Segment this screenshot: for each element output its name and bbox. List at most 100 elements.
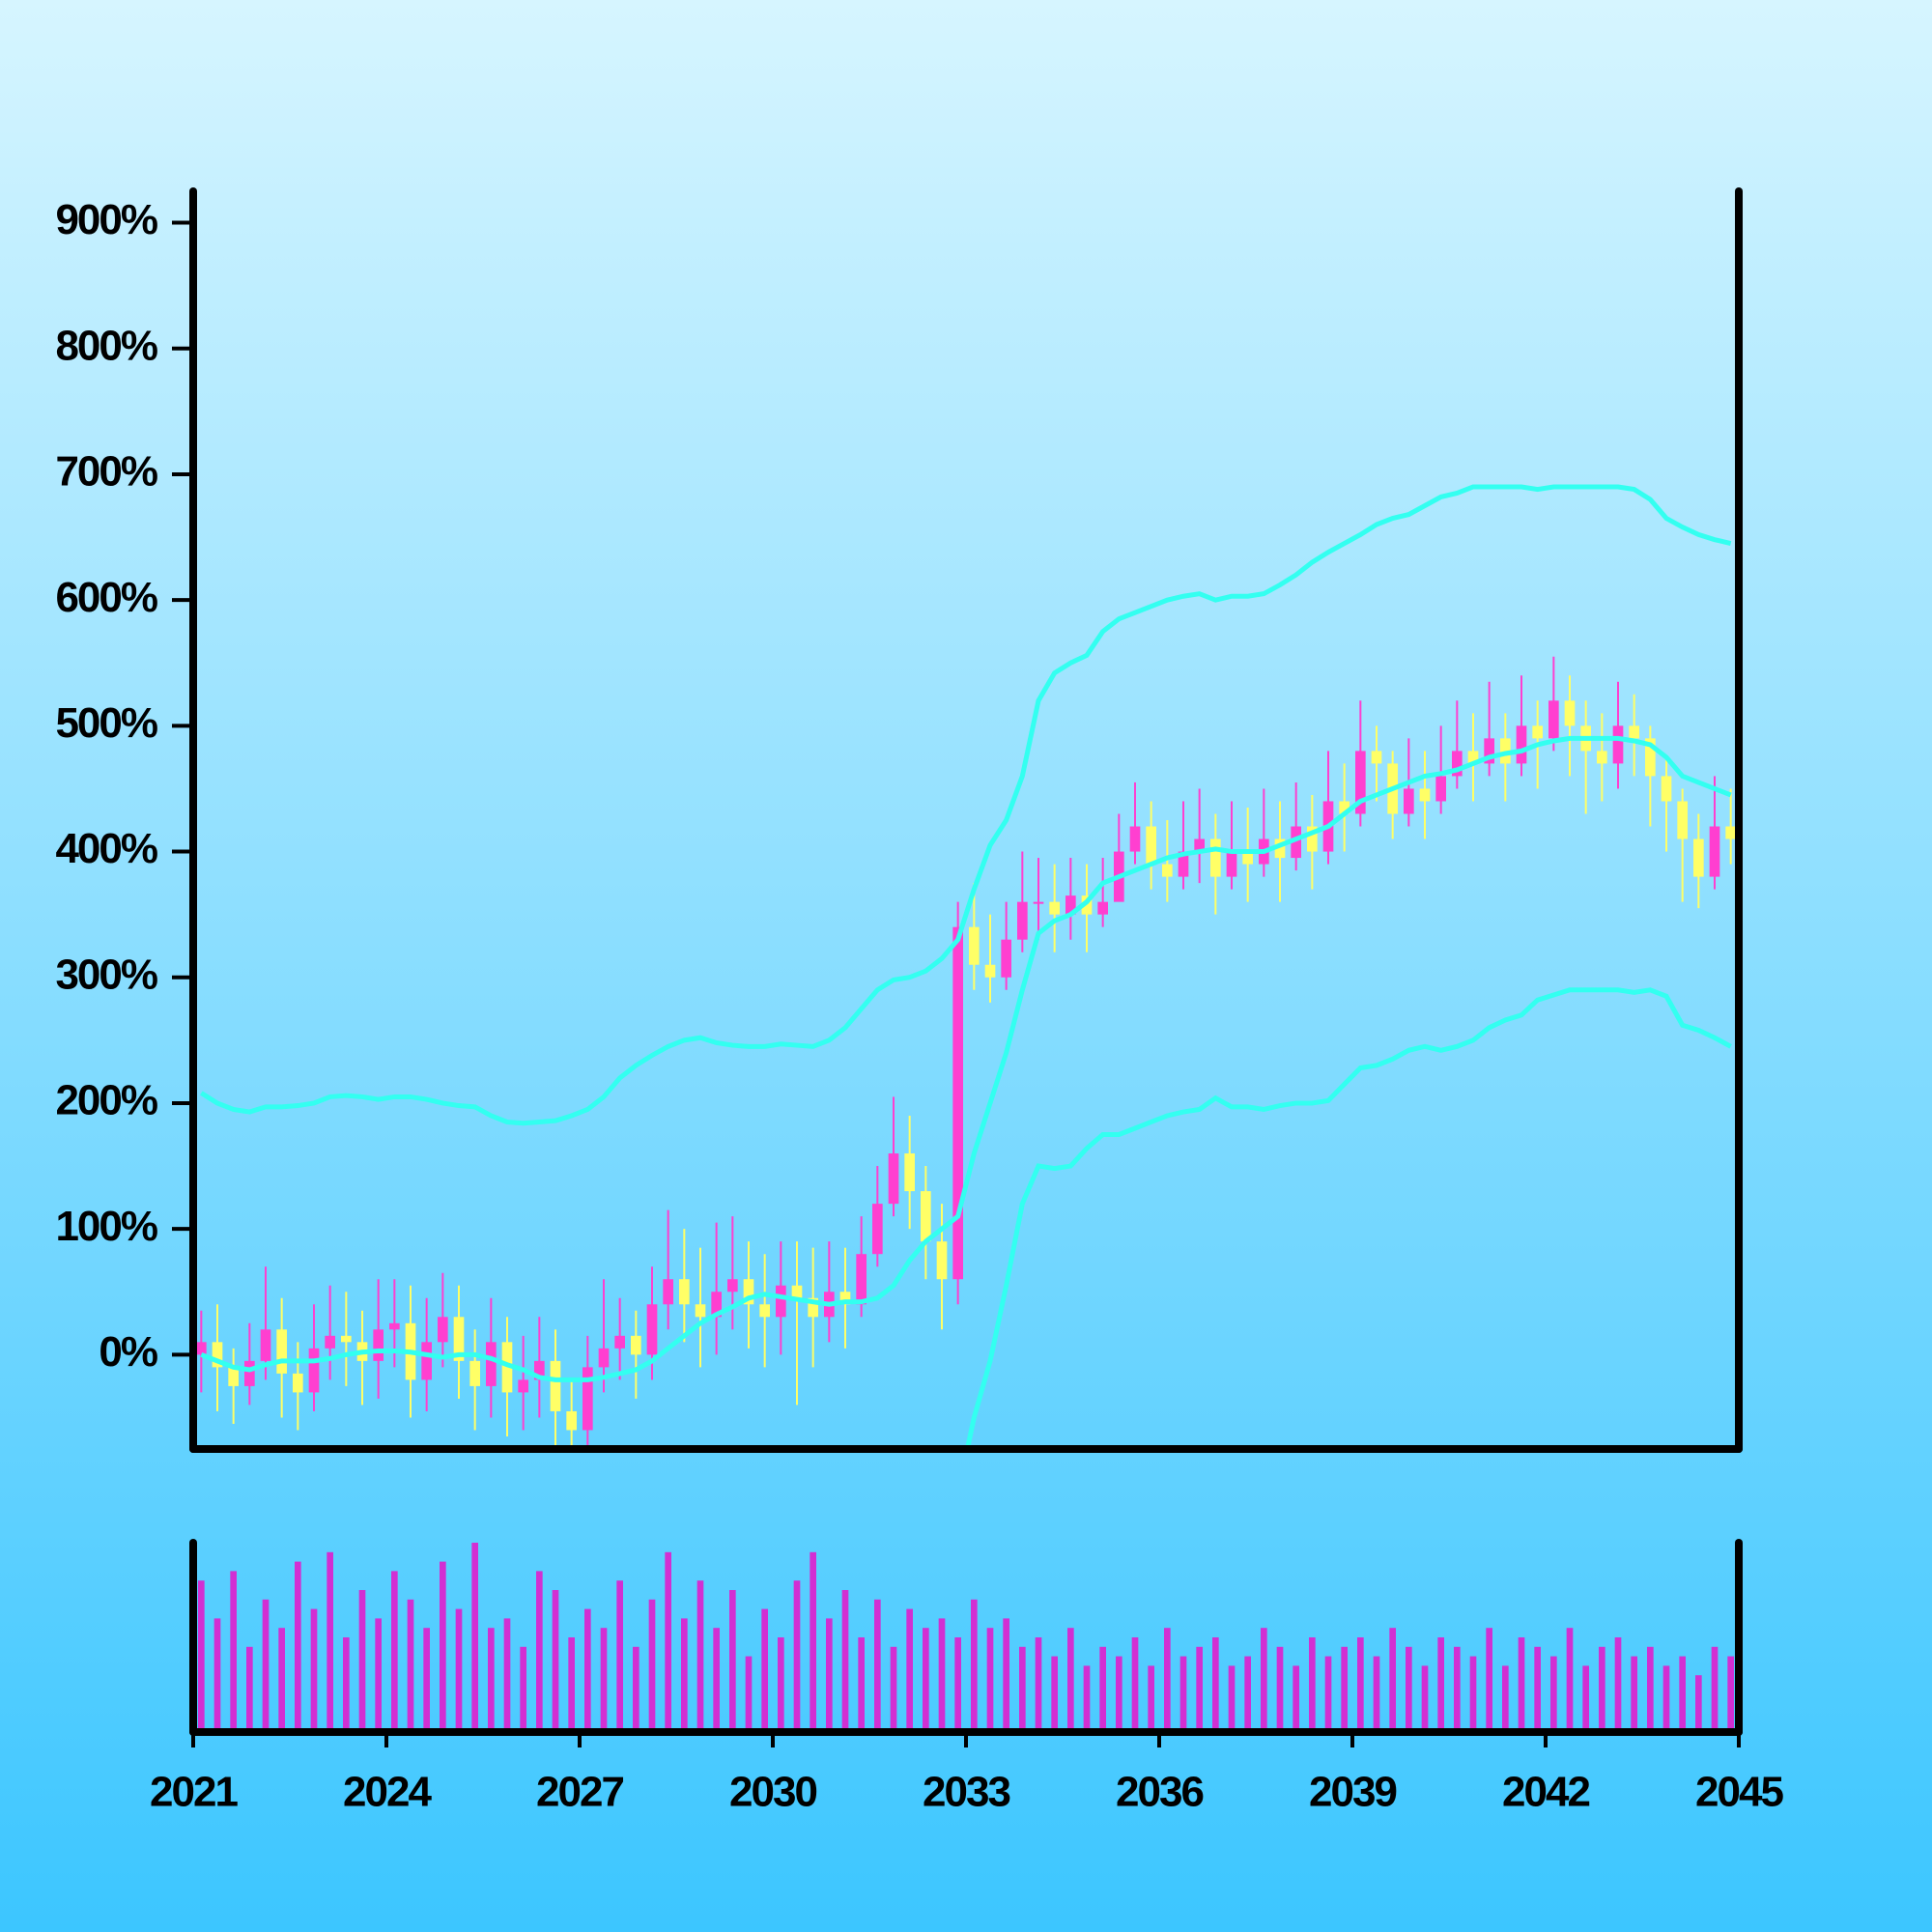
x-tick-label: 2033 [923, 1769, 1009, 1816]
candle-body [1307, 826, 1318, 852]
candle-body [1097, 901, 1108, 915]
x-tick-label: 2030 [729, 1769, 816, 1816]
volume-bar [423, 1628, 430, 1732]
volume-bar [1067, 1628, 1074, 1732]
x-tick-label: 2039 [1309, 1769, 1396, 1816]
candle-body [1564, 700, 1576, 726]
candle-body [808, 1297, 818, 1318]
volume-bar [1131, 1637, 1139, 1732]
volume-bar [906, 1608, 913, 1732]
volume-bar [246, 1646, 253, 1732]
candle-body [1001, 939, 1011, 978]
candle-body [469, 1360, 480, 1386]
candle-body [695, 1304, 706, 1318]
candle-body [1404, 788, 1414, 814]
candle-body [1129, 826, 1141, 852]
volume-bar [230, 1571, 237, 1732]
volume-bar [778, 1637, 784, 1732]
candle-body [904, 1153, 915, 1192]
candle-body [534, 1360, 545, 1380]
volume-bar [310, 1608, 318, 1732]
candle-body [1194, 838, 1205, 852]
volume-bar [696, 1580, 704, 1732]
candle-body [1162, 864, 1173, 877]
candle-body [1049, 901, 1060, 915]
candle-body [421, 1342, 432, 1380]
y-tick-label: 300% [55, 951, 156, 998]
volume-bar [520, 1646, 526, 1732]
volume-bar [826, 1618, 833, 1732]
candle-body [921, 1191, 931, 1242]
volume-bar [1679, 1656, 1686, 1732]
volume-bar [343, 1637, 350, 1732]
candle-body [743, 1279, 754, 1305]
candle-body [582, 1367, 593, 1431]
volume-bar [1293, 1665, 1299, 1732]
volume-bar [1309, 1637, 1316, 1732]
candle-body [614, 1335, 625, 1349]
candle-body [776, 1285, 786, 1318]
volume-bar [1454, 1646, 1461, 1732]
volume-bar [616, 1580, 623, 1732]
candle-body [839, 1292, 851, 1305]
volume-bar [1261, 1628, 1267, 1732]
candle-body [984, 964, 996, 978]
y-tick-label: 500% [55, 699, 156, 747]
y-tick-label: 600% [55, 574, 156, 621]
overlay-line [200, 735, 1732, 1382]
candle-body [1033, 901, 1044, 904]
volume-bar [713, 1628, 720, 1732]
volume-bar [874, 1599, 881, 1732]
candle-body [1435, 776, 1446, 802]
volume-bar [1518, 1637, 1525, 1732]
volume-bar [938, 1618, 946, 1732]
x-tick-label: 2021 [150, 1769, 238, 1816]
volume-bar [1373, 1656, 1380, 1732]
volume-bar [503, 1618, 511, 1732]
volume-bar [568, 1637, 575, 1732]
volume-bar [600, 1628, 608, 1732]
volume-bar [923, 1628, 929, 1732]
candle-body [1291, 826, 1301, 859]
candle-body [453, 1317, 465, 1361]
volume-bar [1599, 1646, 1605, 1732]
volume-bar [1179, 1656, 1187, 1732]
candle-body [566, 1410, 577, 1431]
candle-body [1226, 851, 1237, 877]
candle-body [1725, 826, 1736, 839]
volume-bar [1083, 1665, 1091, 1732]
volume-bar [278, 1628, 285, 1732]
volume-bar [1631, 1656, 1637, 1732]
candle-body [1484, 738, 1494, 764]
volume-bar [1582, 1665, 1589, 1732]
candle-body [325, 1335, 335, 1349]
x-tick-label: 2042 [1502, 1769, 1589, 1816]
volume-bar [1357, 1637, 1364, 1732]
candle-body [759, 1304, 770, 1318]
candle-body [1419, 788, 1431, 802]
candle-body [389, 1322, 400, 1330]
candle-body [308, 1348, 320, 1393]
candle-body [518, 1379, 528, 1393]
volume-bar [1566, 1628, 1574, 1732]
volume-bar [391, 1571, 398, 1732]
volume-bar [1324, 1656, 1332, 1732]
candle-body [1065, 895, 1076, 915]
candle-body [969, 926, 980, 965]
volume-bar [1647, 1646, 1654, 1732]
volume-bar [1502, 1665, 1509, 1732]
volume-bar [1662, 1665, 1670, 1732]
volume-bar [793, 1580, 801, 1732]
volume-bar [213, 1618, 221, 1732]
candle-body [1371, 751, 1382, 764]
y-tick-label: 400% [55, 825, 156, 872]
volume-bar [1727, 1656, 1734, 1732]
volume-bar [1019, 1646, 1026, 1732]
candle-body [856, 1254, 867, 1305]
candle-body [1645, 738, 1656, 777]
volume-bar [810, 1551, 816, 1732]
volume-bar [971, 1599, 978, 1732]
overlay-line [200, 484, 1732, 1126]
